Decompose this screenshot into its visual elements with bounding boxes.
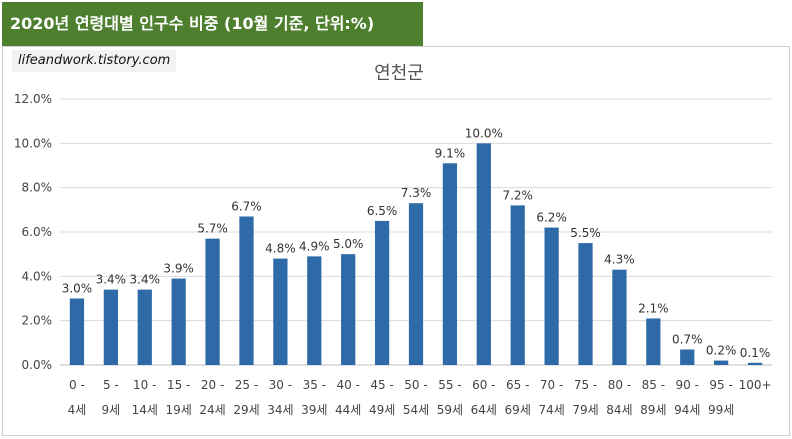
bar <box>374 220 390 365</box>
data-label: 5.5% <box>570 226 601 240</box>
x-tick-label: 4세 <box>68 403 87 417</box>
x-tick-label: 50 - <box>404 378 427 392</box>
x-tick-label: 85 - <box>642 378 665 392</box>
x-tick-label: 30 - <box>269 378 292 392</box>
x-tick-label: 44세 <box>335 403 361 417</box>
data-label: 0.7% <box>672 332 703 346</box>
data-label: 4.3% <box>604 253 635 267</box>
x-tick-label: 100+ <box>739 378 772 392</box>
x-tick-label: 35 - <box>303 378 326 392</box>
chart-title: 연천군 <box>374 63 424 84</box>
x-tick-label: 40 - <box>336 378 359 392</box>
data-label: 4.9% <box>299 239 330 253</box>
x-tick-label: 95 - <box>709 378 732 392</box>
x-tick-label: 70 - <box>540 378 563 392</box>
bar <box>239 216 254 365</box>
bar <box>510 205 525 365</box>
data-label: 3.4% <box>130 273 161 287</box>
data-label: 10.0% <box>465 126 503 140</box>
bar <box>544 227 559 365</box>
x-tick-label: 45 - <box>370 378 393 392</box>
bar <box>273 258 288 365</box>
bar <box>680 349 695 365</box>
y-tick-label: 4.0% <box>22 269 53 283</box>
data-label: 5.7% <box>197 222 228 236</box>
data-label: 2.1% <box>638 301 669 315</box>
bar <box>747 362 763 365</box>
x-tick-label: 90 - <box>676 378 699 392</box>
y-tick-label: 8.0% <box>22 181 53 195</box>
data-labels: 3.0%3.4% 3.4%3.9%5.7%6.7%4.8% 4.9% 5.0%6.5%… <box>62 126 771 359</box>
data-label: 7.3% <box>401 186 432 200</box>
x-tick-label: 20 - <box>201 378 224 392</box>
y-tick-label: 6.0% <box>22 225 53 239</box>
bar <box>69 298 85 365</box>
x-tick-label: 54세 <box>403 403 429 417</box>
data-label: 0.2% <box>706 344 737 358</box>
y-axis-ticks: 0.0% 2.0% 4.0% 6.0% 8.0% 10.0% 12.0% <box>14 92 52 372</box>
x-axis-ticks: 0 - 4세 5 - 9세 10 - 14세 15 - 19세 20 - 24세 25 - 29세 30… <box>68 378 772 417</box>
data-label: 0.1% <box>740 346 771 360</box>
data-label: 6.7% <box>231 199 262 213</box>
x-tick-label: 15 - <box>167 378 190 392</box>
data-label: 6.5% <box>367 204 398 218</box>
bar <box>646 318 661 365</box>
x-tick-label: 69세 <box>505 403 531 417</box>
x-tick-label: 99세 <box>708 403 734 417</box>
x-tick-label: 79세 <box>572 403 598 417</box>
bar <box>442 163 458 365</box>
bar <box>408 203 424 365</box>
y-tick-label: 10.0% <box>14 136 52 150</box>
bar <box>171 278 186 365</box>
x-tick-label: 75 - <box>574 378 597 392</box>
data-label: 5.0% <box>333 237 364 251</box>
x-tick-label: 49세 <box>369 403 395 417</box>
x-tick-label: 19세 <box>166 403 192 417</box>
page-title-banner: 2020년 연령대별 인구수 비중 (10월 기준, 단위:%) <box>2 2 423 46</box>
x-tick-label: 0 - <box>69 378 85 392</box>
bar <box>103 289 118 365</box>
data-label: 3.9% <box>163 262 194 276</box>
x-tick-label: 84세 <box>606 403 632 417</box>
x-tick-label: 60 - <box>472 378 495 392</box>
x-tick-label: 65 - <box>506 378 529 392</box>
x-tick-label: 24세 <box>199 403 225 417</box>
bars <box>69 143 763 365</box>
bar <box>205 238 220 365</box>
data-label: 6.2% <box>536 211 567 225</box>
data-label: 7.2% <box>502 188 533 202</box>
x-tick-label: 55 - <box>438 378 461 392</box>
data-label: 9.1% <box>435 146 466 160</box>
x-tick-label: 10 - <box>133 378 156 392</box>
bar <box>307 256 322 365</box>
data-label: 3.0% <box>62 282 93 296</box>
bar <box>137 289 152 365</box>
x-tick-label: 14세 <box>132 403 158 417</box>
y-tick-label: 2.0% <box>22 314 53 328</box>
x-tick-label: 59세 <box>437 403 463 417</box>
y-tick-label: 12.0% <box>14 92 52 106</box>
x-tick-label: 29세 <box>233 403 259 417</box>
chart-frame <box>2 46 790 436</box>
bar <box>341 254 356 365</box>
x-tick-label: 89세 <box>640 403 666 417</box>
x-tick-label: 39세 <box>301 403 327 417</box>
data-label: 3.4% <box>96 273 127 287</box>
bar <box>578 243 593 365</box>
x-tick-label: 64세 <box>471 403 497 417</box>
x-tick-label: 94세 <box>674 403 700 417</box>
bar <box>714 360 729 365</box>
y-tick-label: 0.0% <box>22 358 53 372</box>
x-tick-label: 80 - <box>608 378 631 392</box>
x-tick-label: 34세 <box>267 403 293 417</box>
data-label: 4.8% <box>265 242 296 256</box>
watermark-text: lifeandwork.tistory.com <box>12 50 177 72</box>
x-tick-label: 25 - <box>235 378 258 392</box>
bar <box>476 143 491 365</box>
x-tick-label: 5 - <box>103 378 119 392</box>
x-tick-label: 9세 <box>102 403 121 417</box>
x-tick-label: 74세 <box>538 403 564 417</box>
bar <box>612 269 627 365</box>
